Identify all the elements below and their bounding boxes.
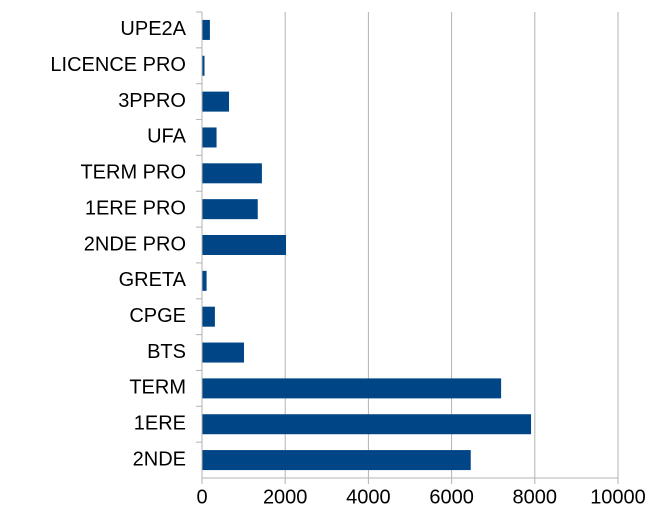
bar — [202, 55, 205, 76]
x-tick-label: 10000 — [590, 486, 646, 508]
x-tick-label: 2000 — [263, 486, 308, 508]
y-tick-label: UPE2A — [120, 18, 186, 40]
bar — [202, 342, 245, 363]
y-tick-label: CPGE — [129, 305, 186, 327]
y-tick-label: 2NDE PRO — [84, 233, 186, 255]
y-tick-label: 3PPRO — [118, 90, 186, 112]
bar — [202, 450, 471, 471]
x-tick-label: 4000 — [346, 486, 391, 508]
y-tick-label: 2NDE — [133, 448, 186, 470]
bar — [202, 19, 210, 40]
bar — [202, 270, 207, 291]
bar — [202, 235, 287, 255]
x-tick-label: 6000 — [429, 486, 474, 508]
x-tick-label: 8000 — [513, 486, 558, 508]
bar — [202, 306, 215, 327]
bar — [202, 91, 230, 112]
y-tick-label: 1ERE PRO — [85, 197, 186, 219]
y-tick-label: BTS — [147, 341, 186, 363]
y-tick-label: UFA — [147, 126, 187, 148]
bar — [202, 378, 502, 399]
bar — [202, 127, 217, 148]
bar — [202, 414, 532, 435]
y-tick-label: 1ERE — [134, 413, 186, 435]
bar — [202, 163, 262, 184]
bar — [202, 199, 258, 220]
y-tick-label: LICENCE PRO — [50, 54, 186, 76]
y-tick-label: GRETA — [119, 269, 187, 291]
y-tick-label: TERM — [129, 377, 186, 399]
x-tick-label: 0 — [196, 486, 207, 508]
y-tick-label: TERM PRO — [80, 162, 186, 184]
